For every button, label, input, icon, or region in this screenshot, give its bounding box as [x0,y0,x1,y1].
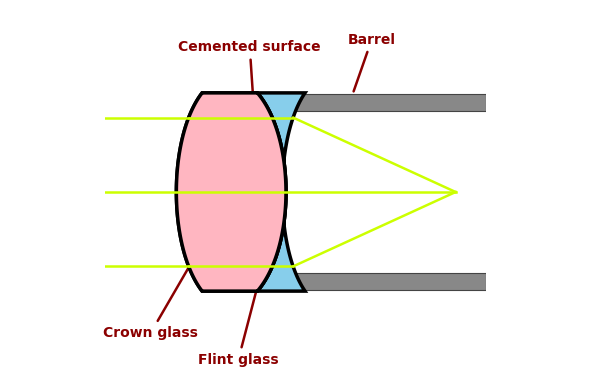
Text: Barrel: Barrel [348,33,396,91]
Bar [255,94,486,111]
Text: Flint glass: Flint glass [198,275,278,367]
Polygon shape [176,93,286,291]
Text: Cemented surface: Cemented surface [178,40,321,159]
Bar [255,273,486,290]
Polygon shape [257,93,305,291]
Polygon shape [176,93,286,291]
Text: Crown glass: Crown glass [103,240,204,340]
